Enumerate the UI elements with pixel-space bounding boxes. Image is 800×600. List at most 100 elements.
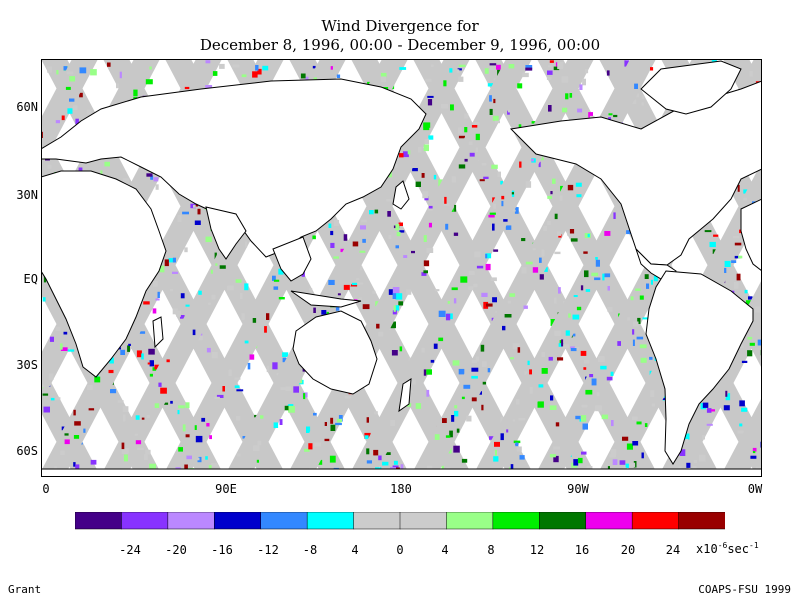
swath-cell <box>143 301 150 305</box>
swath-cell <box>427 95 434 98</box>
colorbar-bin <box>214 512 262 530</box>
swath-cell <box>454 410 459 417</box>
swath-cell <box>600 365 607 370</box>
swath-cell <box>594 277 601 281</box>
swath-cell <box>273 422 279 428</box>
swath-cell <box>244 340 249 344</box>
swath-cell <box>391 350 398 356</box>
swath-cell <box>489 212 496 215</box>
swath-cell <box>280 387 286 390</box>
swath-cell <box>172 271 179 274</box>
swath-cell <box>344 396 351 399</box>
swath-cell <box>481 404 484 411</box>
swath-cell <box>366 417 369 423</box>
swath-cell <box>139 331 146 334</box>
swath-cell <box>457 127 462 134</box>
colorbar-bin <box>306 512 355 530</box>
swath-cell <box>454 204 457 212</box>
swath-cell <box>489 63 497 66</box>
swath-cell <box>406 403 412 407</box>
swath-cell <box>211 352 218 359</box>
swath-cell <box>624 60 629 67</box>
swath-cell <box>63 331 68 335</box>
swath-cell <box>585 389 593 395</box>
swath-cell <box>438 337 444 342</box>
swath-cell <box>362 304 370 310</box>
swath-cell <box>757 339 762 346</box>
swath-cell <box>469 152 475 157</box>
colorbar-bin <box>585 512 633 530</box>
swath-cell <box>144 454 148 460</box>
swath-cell <box>734 255 741 259</box>
swath-cell <box>598 356 605 362</box>
swath-cell <box>492 297 497 303</box>
swath-cell <box>393 460 398 465</box>
swath-cell <box>55 326 61 331</box>
swath-cell <box>745 300 753 305</box>
swath-cell <box>356 278 360 281</box>
swath-cell <box>565 93 569 100</box>
swath-cell <box>196 206 202 210</box>
swath-cell <box>712 249 716 254</box>
swath-cell <box>585 69 589 74</box>
swath-cell <box>474 251 481 258</box>
swath-cell <box>453 298 457 304</box>
land-indonesia <box>290 290 362 308</box>
swath-cell <box>205 236 212 243</box>
colorbar-tick-label: -20 <box>165 543 187 557</box>
swath-cell <box>626 443 633 450</box>
swath-cell <box>282 352 289 357</box>
swath-cell <box>94 376 101 383</box>
swath-cell <box>135 440 142 445</box>
swath-cell <box>610 371 614 376</box>
swath-cell <box>636 421 642 425</box>
swath-cell <box>107 62 111 67</box>
swath-cell <box>197 457 200 461</box>
swath-cell <box>392 287 400 294</box>
swath-cell <box>262 65 269 71</box>
swath-cell <box>737 430 744 434</box>
swath-cell <box>386 198 393 202</box>
swath-cell <box>136 350 142 358</box>
lon-label-90w: 90W <box>567 482 589 496</box>
swath-cell <box>86 109 92 115</box>
swath-band <box>596 161 762 477</box>
swath-cell <box>702 402 709 408</box>
swath-cell <box>488 214 495 218</box>
swath-cell <box>539 257 542 263</box>
swath-cell <box>691 61 694 66</box>
swath-cell <box>376 323 380 329</box>
colorbar-tick-label: 4 <box>441 543 449 557</box>
swath-cell <box>90 459 97 465</box>
swath-cell <box>177 214 182 222</box>
swath-cell <box>739 343 744 348</box>
swath-cell <box>198 290 202 295</box>
swath-cell <box>460 276 468 283</box>
swath-cell <box>256 459 259 463</box>
swath-cell <box>607 307 613 312</box>
swath-cell <box>570 238 578 242</box>
swath-cell <box>741 360 748 363</box>
swath-cell <box>438 179 444 187</box>
swath-cell <box>120 349 125 355</box>
swath-cell <box>41 384 45 388</box>
swath-cell <box>443 80 447 87</box>
swath-cell <box>476 265 484 269</box>
swath-cell <box>541 249 545 257</box>
swath-cell <box>359 297 362 304</box>
swath-cell <box>575 182 582 187</box>
swath-cell <box>241 74 247 78</box>
swath-cell <box>491 164 498 169</box>
swath-cell <box>514 207 519 214</box>
swath-cell <box>449 68 453 73</box>
swath-cell <box>562 107 568 113</box>
swath-cell <box>589 374 594 378</box>
swath-cell <box>407 150 411 155</box>
swath-cell <box>633 461 637 468</box>
swath-cell <box>234 377 241 380</box>
swath-cell <box>558 343 564 347</box>
swath-cell <box>313 412 317 416</box>
swath-cell <box>110 389 117 394</box>
swath-cell <box>395 245 399 249</box>
swath-cell <box>288 405 295 413</box>
